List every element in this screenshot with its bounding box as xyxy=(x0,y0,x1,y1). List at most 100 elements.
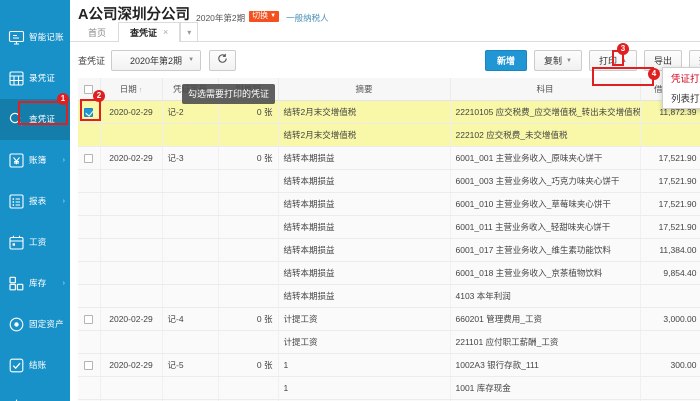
cell-summary: 1 xyxy=(278,353,451,377)
row-checkbox-cell[interactable] xyxy=(78,307,101,331)
annotation-badge-1: 1 xyxy=(57,93,69,105)
table-row[interactable]: 2020-02-29 记-4 0 张计提工资 660201 管理费用_工资 3,000.… xyxy=(78,307,700,331)
column-header-date[interactable]: 日期 ↑ xyxy=(100,78,163,101)
cell-date: 2020-02-29 xyxy=(100,399,163,401)
cell-debit: 9,854.40 xyxy=(640,261,700,285)
column-header-account[interactable]: 科目 xyxy=(450,78,641,101)
sidebar: 智能记账 录凭证 查凭证 xyxy=(0,0,70,401)
tab-view-voucher[interactable]: 查凭证 × xyxy=(118,22,181,42)
sidebar-item-payroll[interactable]: 工资 xyxy=(0,222,70,263)
table-row[interactable]: 2020-02-29 记-3 0 张结转本期损益 6001_001 主营业务收入_原味… xyxy=(78,146,700,170)
cell-summary: 计提工资 xyxy=(278,307,451,331)
cell-summary: 结转本期损益 xyxy=(278,238,451,262)
row-checkbox-cell-empty xyxy=(78,330,101,354)
copy-label: 复制 xyxy=(544,56,563,66)
cell-debit: 17,521.90 xyxy=(640,192,700,216)
check-square-icon xyxy=(8,357,25,374)
table-row[interactable]: 结转本期损益 6001_010 主营业务收入_草莓味夹心饼干 17,521.90 xyxy=(78,192,700,216)
export-button[interactable]: 导出 xyxy=(643,50,682,71)
row-checkbox-cell[interactable] xyxy=(78,399,101,401)
select-all-checkbox[interactable] xyxy=(84,84,94,94)
row-checkbox[interactable] xyxy=(84,153,94,163)
cell-voucher xyxy=(162,330,219,354)
chevron-down-icon: ▼ xyxy=(566,57,572,64)
refresh-button[interactable] xyxy=(209,49,237,71)
export-label: 导出 xyxy=(653,56,672,66)
cell-date xyxy=(100,330,163,354)
row-checkbox-cell[interactable] xyxy=(78,146,101,170)
sidebar-item-label: 工资 xyxy=(29,237,47,248)
add-button[interactable]: 新增 xyxy=(485,50,528,71)
sidebar-item-label: 结账 xyxy=(29,360,47,371)
sidebar-item-enter-voucher[interactable]: 录凭证 xyxy=(0,58,70,99)
table-row[interactable]: 2020-02-29 记-2 0 张结转2月末交增值税 22210105 应交税费_应… xyxy=(78,100,700,124)
print-dropdown-menu: 凭证打印 列表打印 xyxy=(662,67,700,109)
voucher-table-container[interactable]: 日期↑凭证字号附单据摘要科目借方金额贷方金额 2020-02-29记-20 张结… xyxy=(78,78,700,401)
row-checkbox-cell[interactable] xyxy=(78,353,101,377)
table-row[interactable]: 结转本期损益 6001_017 主营业务收入_维生素功能饮料 11,384.00 xyxy=(78,238,700,262)
row-checkbox[interactable] xyxy=(84,314,94,324)
row-checkbox-cell-empty xyxy=(78,215,101,239)
cell-account: 22210105 应交税费_应交增值税_转出未交增值税 xyxy=(450,100,641,124)
table-row[interactable]: 结转本期损益 6001_011 主营业务收入_轻甜味夹心饼干 17,521.90 xyxy=(78,215,700,239)
column-header-summary[interactable]: 摘要 xyxy=(278,78,451,101)
cell-debit: 17,521.90 xyxy=(640,146,700,170)
tab-overflow-button[interactable]: ▾ xyxy=(180,22,199,42)
switch-period-button[interactable]: 切换 ▼ xyxy=(249,11,280,22)
cell-account: 6001_017 主营业务收入_维生素功能饮料 xyxy=(450,238,641,262)
table-row[interactable]: 2020-02-29记-60 张1100201 银行存款_基本户3,000.00 xyxy=(78,399,700,401)
row-checkbox-cell-empty xyxy=(78,238,101,262)
print-label: 打印 xyxy=(599,56,618,66)
sidebar-item-ledger[interactable]: 账簿 › xyxy=(0,140,70,181)
cell-account: 6001_010 主营业务收入_草莓味夹心饼干 xyxy=(450,192,641,216)
cell-account: 100201 银行存款_基本户 xyxy=(450,399,641,401)
table-row[interactable]: 结转本期损益 6001_018 主营业务收入_京茶植物饮料 9,854.40 xyxy=(78,261,700,285)
cell-account: 6001_018 主营业务收入_京茶植物饮料 xyxy=(450,261,641,285)
row-checkbox[interactable] xyxy=(84,360,94,370)
cell-attach: 0 张 xyxy=(218,100,279,124)
sidebar-item-view-voucher[interactable]: 查凭证 xyxy=(0,99,70,140)
tab-label: 查凭证 xyxy=(130,27,158,38)
table-row[interactable]: 2020-02-29 记-5 0 张 1 1002A3 银行存款_111 300.00 xyxy=(78,353,700,377)
sidebar-item-reports[interactable]: 报表 › xyxy=(0,181,70,222)
print-button[interactable]: 打印 ▲ xyxy=(589,50,637,71)
cell-date: 2020-02-29 xyxy=(100,100,163,124)
chevron-right-icon: › xyxy=(62,198,65,205)
tab-home[interactable]: 首页 xyxy=(76,22,118,41)
period-label: 2020年第2期 xyxy=(195,12,246,23)
cell-attach xyxy=(218,169,279,193)
row-checkbox-cell-empty xyxy=(78,192,101,216)
cell-attach: 0 张 xyxy=(218,307,279,331)
cell-summary: 结转本期损益 xyxy=(278,261,451,285)
annotation-badge-2: 2 xyxy=(93,90,105,102)
sidebar-item-inventory[interactable]: 库存 › xyxy=(0,263,70,304)
cell-voucher: 记-2 xyxy=(162,100,219,124)
cell-summary: 结转本期损益 xyxy=(278,146,451,170)
close-icon[interactable]: × xyxy=(163,27,169,37)
menu-item-label: 凭证打印 xyxy=(671,74,700,85)
sidebar-item-smart-bookkeeping[interactable]: 智能记账 xyxy=(0,17,70,58)
menu-item-voucher-print[interactable]: 凭证打印 xyxy=(663,68,700,88)
row-checkbox[interactable] xyxy=(84,107,94,117)
row-checkbox-cell-empty xyxy=(78,261,101,285)
cell-account: 660201 管理费用_工资 xyxy=(450,307,641,331)
row-checkbox-cell[interactable] xyxy=(78,100,101,124)
inventory-icon xyxy=(8,275,25,292)
cell-voucher xyxy=(162,376,219,400)
period-select[interactable]: 2020年第2期 ▼ xyxy=(111,49,202,71)
cell-summary: 结转本期损益 xyxy=(278,284,451,308)
cell-account: 221101 应付职工薪酬_工资 xyxy=(450,330,641,354)
sort-asc-icon[interactable]: ↑ xyxy=(138,86,143,94)
sidebar-item-close-account[interactable]: 结账 xyxy=(0,345,70,386)
sidebar-item-label: 库存 xyxy=(29,278,47,289)
copy-button[interactable]: 复制 ▼ xyxy=(534,50,582,71)
table-row[interactable]: 结转本期损益 6001_003 主营业务收入_巧克力味夹心饼干 17,521.90 xyxy=(78,169,700,193)
menu-item-list-print[interactable]: 列表打印 xyxy=(663,88,700,108)
cell-voucher xyxy=(162,192,219,216)
sidebar-item-settings[interactable]: 设置 › xyxy=(0,386,70,401)
sidebar-item-fixed-assets[interactable]: 固定资产 xyxy=(0,304,70,345)
